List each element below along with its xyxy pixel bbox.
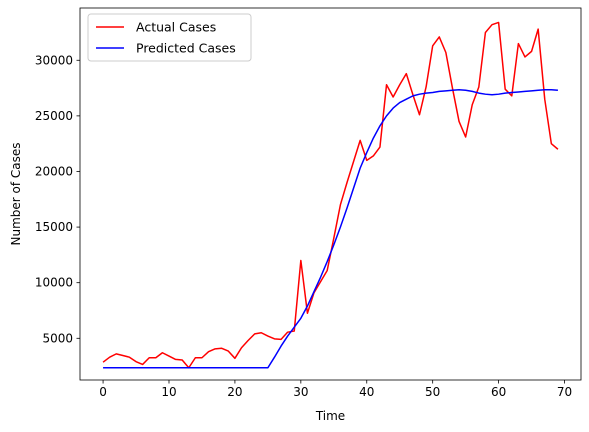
x-tick-label: 30	[293, 385, 308, 399]
x-tick-label: 50	[425, 385, 440, 399]
legend: Actual Cases Predicted Cases	[87, 13, 252, 62]
y-tick-label: 30000	[35, 53, 73, 67]
y-tick-label: 15000	[35, 220, 73, 234]
x-tick-label: 40	[359, 385, 374, 399]
legend-entry-label: Actual Cases	[136, 20, 216, 35]
plot-area	[102, 21, 559, 369]
legend-box	[87, 13, 252, 62]
x-tick-label: 70	[557, 385, 572, 399]
y-tick-label: 10000	[35, 276, 73, 290]
series-line-predicted-cases	[103, 88, 558, 369]
x-axis-label: Time	[315, 409, 345, 423]
y-axis-label: Number of Cases	[9, 142, 23, 245]
series-line-actual-cases	[102, 21, 559, 369]
plot-frame	[79, 7, 582, 381]
x-tick-label: 20	[227, 385, 242, 399]
legend-entry-label: Predicted Cases	[136, 41, 236, 56]
y-tick-label: 25000	[35, 109, 73, 123]
y-tick-label: 20000	[35, 164, 73, 178]
axes: 0 10 20 30 40 50 60 70 5000 10000 15000 20000 25000 3…	[35, 7, 582, 399]
y-tick-label: 5000	[42, 331, 73, 345]
x-tick-label: 60	[491, 385, 506, 399]
x-tick-label: 10	[161, 385, 176, 399]
x-tick-label: 0	[99, 385, 107, 399]
